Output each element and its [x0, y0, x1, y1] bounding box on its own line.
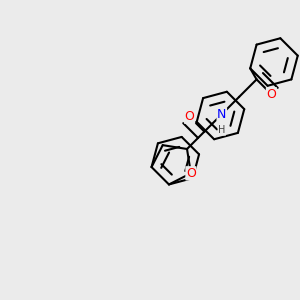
- Text: H: H: [218, 125, 226, 135]
- Text: O: O: [186, 167, 196, 180]
- Text: N: N: [217, 108, 226, 121]
- Text: O: O: [185, 110, 195, 123]
- Text: O: O: [266, 88, 276, 101]
